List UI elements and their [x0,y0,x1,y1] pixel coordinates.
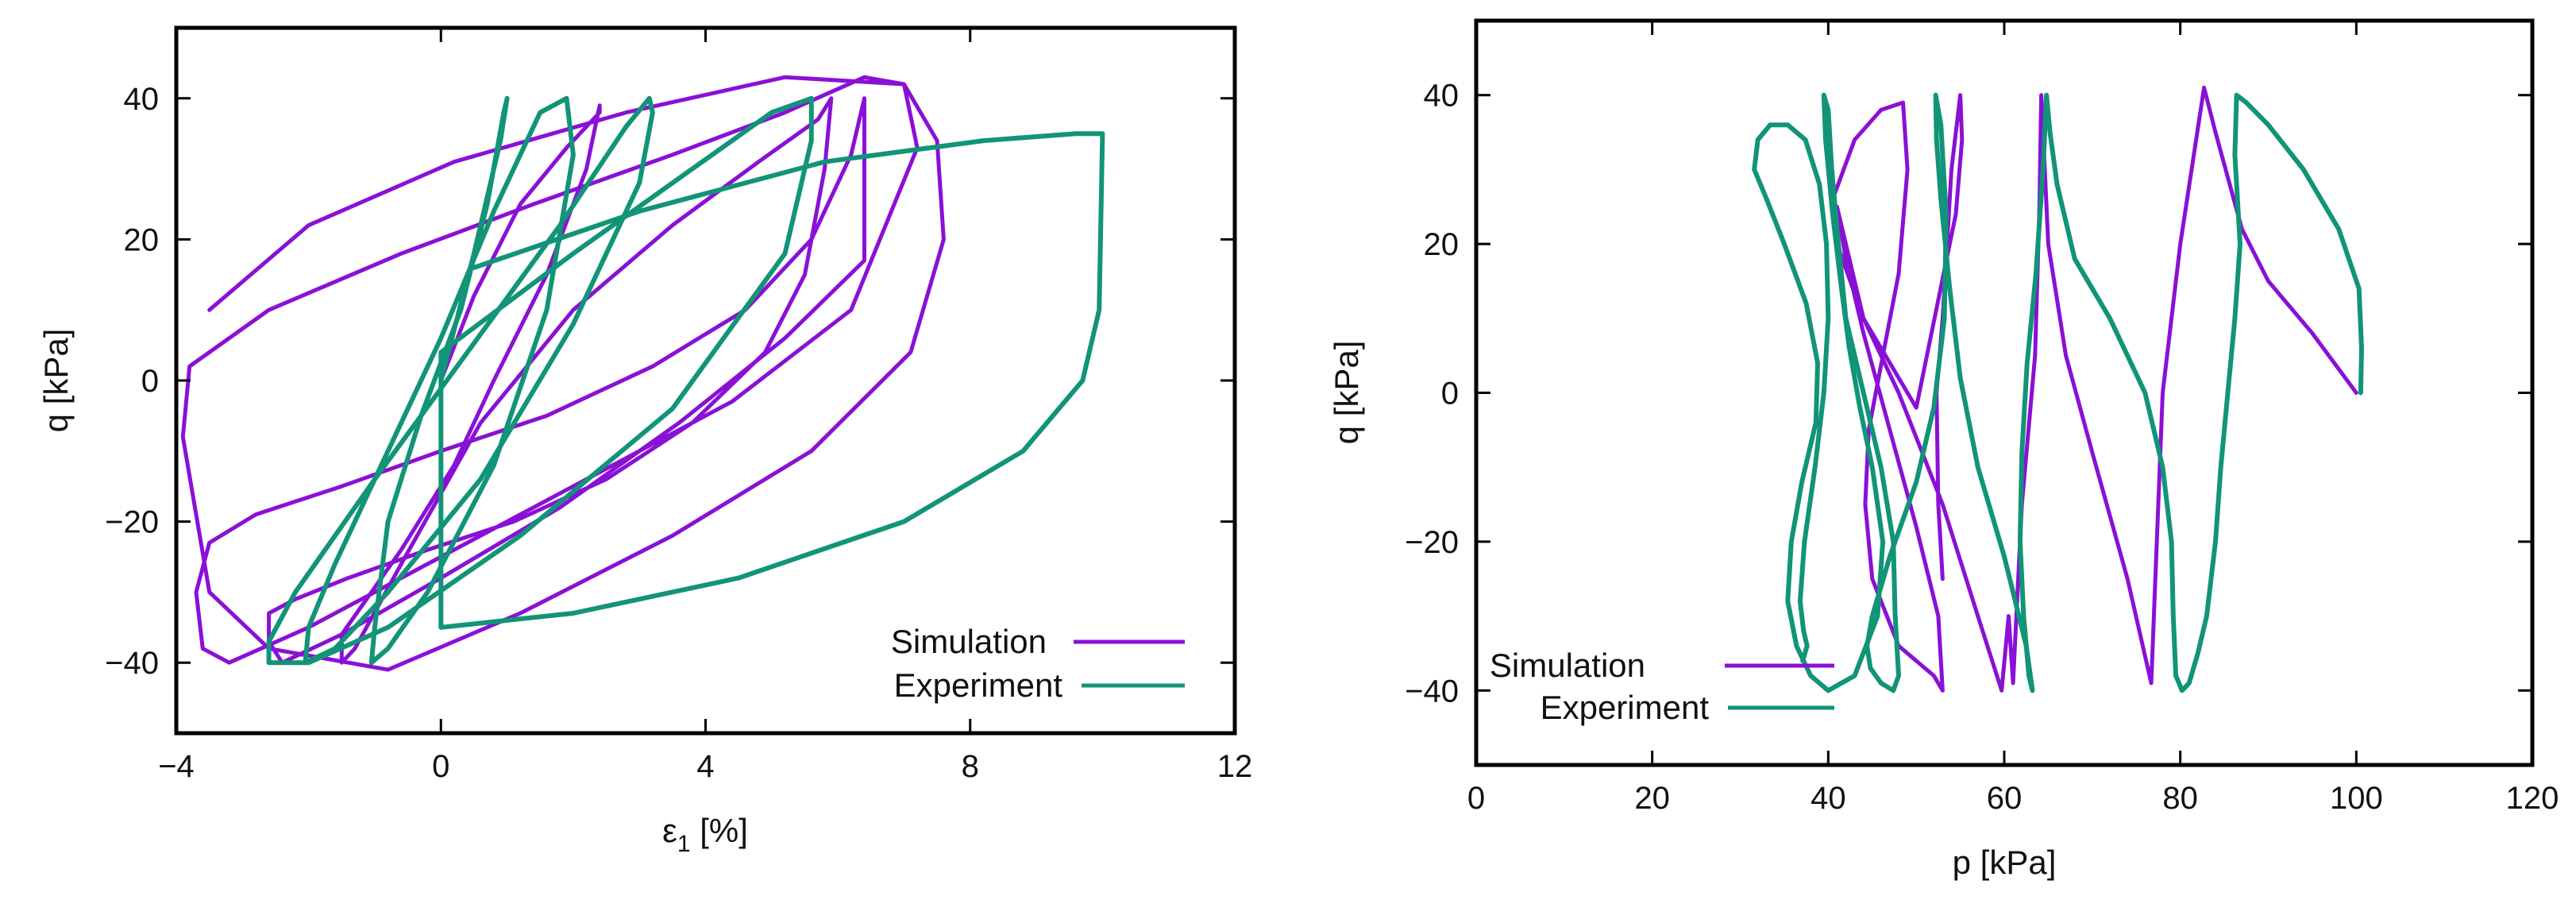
chart-1-xtick-label-1: 20 [1634,781,1670,816]
chart-0-series-layer [180,75,1105,672]
chart-1-legend: Simulation Experiment [1490,647,1834,726]
chart-1-ylabel: q [kPa] [1328,341,1365,445]
chart-0-xlabel-main: ε [662,812,677,849]
chart-1-ytick-label-0: −40 [1405,674,1459,709]
chart-1-series-layer [1752,85,2364,693]
chart-0-series-experiment-line [266,95,1105,666]
chart-1-ytick-label-3: 20 [1424,227,1460,262]
chart-0-legend-experiment-label: Experiment [894,666,1063,704]
chart-0-ytick-label-4: 40 [124,82,160,117]
chart-0-xtick-label-0: −4 [158,749,195,784]
chart-0-xlabel-sub: 1 [677,831,691,857]
chart-1-ticks: 0 20 40 60 80 100 120 −40 −20 0 20 40 [1405,21,2559,816]
chart-0-ytick-label-1: −20 [105,505,159,540]
chart-0-legend-simulation-label: Simulation [891,623,1047,660]
chart-1-xtick-label-0: 0 [1467,781,1485,816]
chart-1-series-experiment-line [1752,92,2364,693]
chart-0-xlabel-unit: [%] [691,812,748,849]
chart-0-ytick-label-3: 20 [124,222,160,257]
chart-1-ytick-label-4: 40 [1424,79,1460,114]
chart-0-ytick-label-0: −40 [105,646,159,681]
chart-1-xtick-label-6: 120 [2506,781,2559,816]
chart-1-series-simulation-line [1830,85,2358,693]
pressure-stress-chart: 0 20 40 60 80 100 120 −40 −20 0 20 40 q [kPa] p [kP… [1328,18,2559,881]
chart-1-ytick-label-2: 0 [1441,377,1459,411]
chart-0-xtick-label-3: 8 [962,749,979,784]
chart-1-xtick-label-2: 40 [1811,781,1846,816]
chart-0-xtick-label-2: 4 [696,749,714,784]
chart-1-xtick-label-4: 80 [2162,781,2198,816]
chart-0-series-simulation-line [180,75,946,672]
chart-1-ytick-label-1: −20 [1405,525,1459,560]
chart-0-xlabel: ε1 [%] [662,812,748,857]
chart-1-xlabel: p [kPa] [1953,844,2057,881]
chart-1-legend-simulation-label: Simulation [1490,647,1645,684]
chart-0-ytick-label-2: 0 [141,364,159,399]
chart-1-xtick-label-5: 100 [2330,781,2383,816]
chart-1-xtick-label-3: 60 [1987,781,2023,816]
chart-0-legend: Simulation Experiment [891,623,1185,704]
chart-0-xtick-label-4: 12 [1217,749,1253,784]
chart-0-ylabel: q [kPa] [37,329,75,433]
chart-0-xtick-label-1: 0 [432,749,449,784]
chart-1-legend-experiment-label: Experiment [1541,689,1710,726]
